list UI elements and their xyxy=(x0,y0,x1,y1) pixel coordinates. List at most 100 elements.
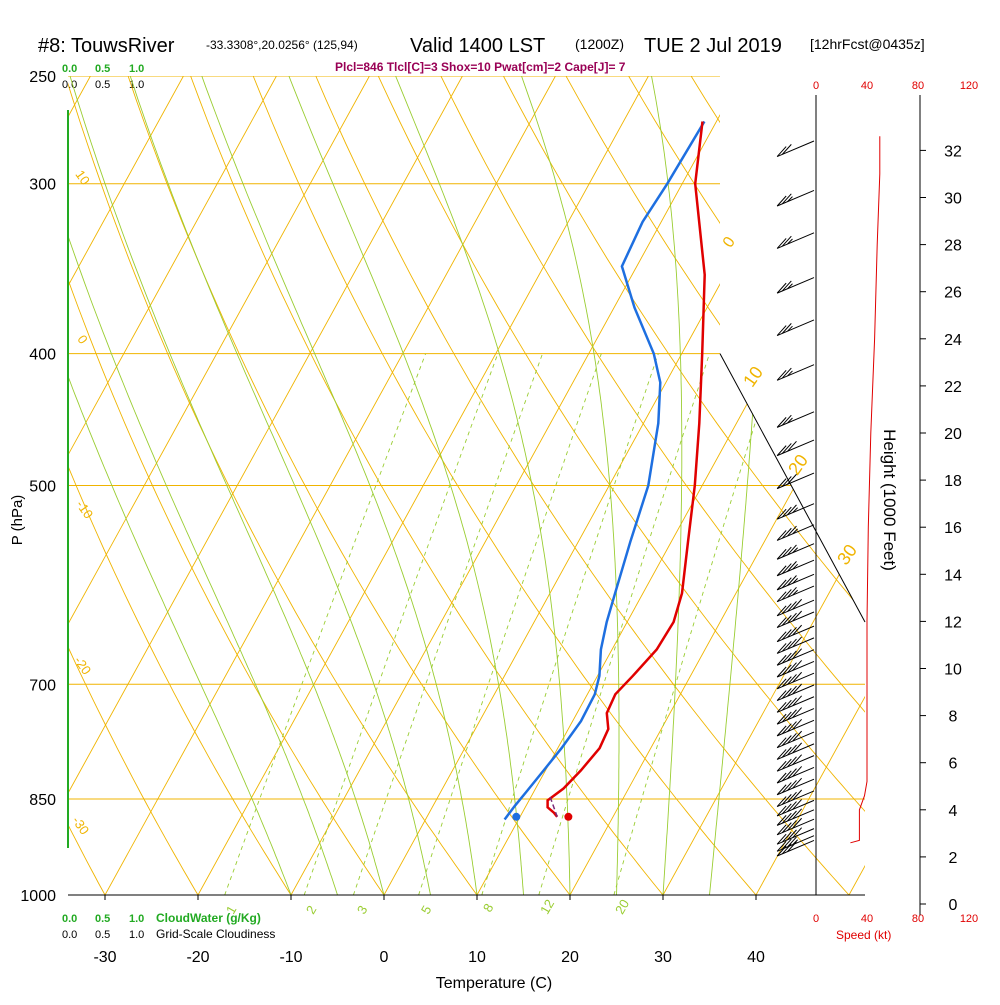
wind-barb-flag xyxy=(781,699,792,711)
wind-barb-flag xyxy=(787,473,797,485)
wind-barb-flag xyxy=(792,660,803,671)
cloudiness-label: Grid-Scale Cloudiness xyxy=(156,927,275,941)
wind-barb xyxy=(776,636,815,654)
wind-barb-flag xyxy=(781,235,792,247)
isotherm-line xyxy=(848,76,865,895)
wind-barb-flag xyxy=(792,766,803,777)
wind-barb-flag xyxy=(787,674,797,685)
mixing-ratio-line xyxy=(418,353,602,895)
temperature-line xyxy=(546,121,706,818)
dry-adiabat-line xyxy=(68,76,199,895)
dry-adiabat-line xyxy=(315,76,850,895)
surface-dewpoint-dot xyxy=(512,812,521,821)
wind-barb xyxy=(776,742,815,760)
wind-barb-flag xyxy=(792,839,798,846)
wind-barb-flag xyxy=(792,789,803,801)
wind-barb-flag xyxy=(792,528,798,535)
wind-barb-flag xyxy=(787,417,793,424)
wind-barb-flag xyxy=(787,791,797,803)
wind-barb xyxy=(776,524,815,541)
wind-barb xyxy=(776,472,815,490)
wind-barb xyxy=(776,648,815,666)
wind-barb xyxy=(776,559,815,577)
mixing-ratio-label: 20 xyxy=(612,897,632,917)
wind-barb-flag xyxy=(787,586,797,598)
isotherm-line xyxy=(68,76,463,895)
wind-barb-flag xyxy=(792,817,803,829)
temperature-tick-label: -10 xyxy=(279,949,302,966)
wind-barb xyxy=(776,277,815,294)
wind-barb-flag xyxy=(776,530,787,541)
wind-barb-flag xyxy=(787,685,797,697)
isotherm-line xyxy=(68,76,184,895)
wind-barb-flag xyxy=(792,695,803,707)
isotherm-label: 10 xyxy=(739,363,767,391)
height-tick-label: 2 xyxy=(949,850,958,867)
wind-barb-flag xyxy=(781,443,792,454)
wind-barb-flag xyxy=(787,721,797,732)
mixing-ratio-label: 5 xyxy=(418,903,435,917)
cloudiness-tick: 0.5 xyxy=(95,79,110,91)
isotherm-line xyxy=(68,76,370,895)
mixing-ratio-label: 8 xyxy=(480,901,497,915)
wind-barb xyxy=(776,777,815,796)
wind-barb-flag xyxy=(787,612,797,624)
wind-barb-flag xyxy=(781,782,792,793)
speed-tick: 40 xyxy=(861,913,873,925)
wind-barb-flag xyxy=(776,749,787,760)
wind-barb-flag xyxy=(781,812,792,824)
wind-barb-flag xyxy=(781,803,792,815)
wind-barb xyxy=(776,364,815,381)
speed-tick: 0 xyxy=(813,913,819,925)
wind-barb-flag xyxy=(792,707,803,718)
cloud-water-tick: 0.0 xyxy=(62,913,77,925)
wind-barb-flag xyxy=(776,845,787,857)
wind-barb-flag xyxy=(781,603,792,614)
moist-adiabat-line xyxy=(68,76,338,895)
wind-barb-flag xyxy=(787,780,797,791)
wind-speed-line xyxy=(850,136,881,844)
wind-barb-flag xyxy=(781,323,792,334)
wind-barb-flag xyxy=(792,671,803,683)
dry-adiabat-line xyxy=(565,76,865,895)
wind-barb-flag xyxy=(776,565,787,577)
wind-barb-flag xyxy=(787,626,797,638)
dry-adiabat-label: -10 xyxy=(73,497,96,521)
wind-barb xyxy=(776,707,815,725)
wind-barb-flag xyxy=(776,325,787,336)
wind-barb xyxy=(776,189,815,207)
cloudiness-tick: 0.5 xyxy=(95,929,110,941)
wind-barb xyxy=(776,319,815,336)
wind-barb-flag xyxy=(787,325,793,332)
wind-barb-flag xyxy=(781,794,792,805)
wind-barb-flag xyxy=(776,369,787,381)
wind-barb-flag xyxy=(792,754,803,766)
wind-barb-flag xyxy=(781,735,792,746)
mixing-ratio-line xyxy=(224,353,427,895)
stability-indices: Plcl=846 Tlcl[C]=3 Shox=10 Pwat[cm]=2 Ca… xyxy=(335,60,626,74)
speed-tick: 120 xyxy=(960,913,978,925)
wind-barb-flag xyxy=(776,548,787,560)
height-tick-label: 12 xyxy=(944,614,962,631)
wind-barb-flag xyxy=(776,796,787,807)
wind-barb-flag xyxy=(787,820,797,831)
wind-barb-flag xyxy=(787,810,797,822)
wind-barb xyxy=(776,789,815,807)
wind-barb-flag xyxy=(792,777,803,789)
wind-barb-flag xyxy=(776,238,787,249)
temperature-tick-label: 10 xyxy=(468,949,486,966)
wind-barb-flag xyxy=(787,575,797,586)
temperature-tick-label: 0 xyxy=(380,949,389,966)
wind-barb-flag xyxy=(787,650,797,662)
wind-barb-flag xyxy=(781,676,792,687)
wind-barb-flag xyxy=(781,144,792,155)
pressure-tick-label: 250 xyxy=(29,69,56,86)
temperature-tick-label: 40 xyxy=(747,949,765,966)
wind-barb xyxy=(776,411,815,428)
height-tick-label: 24 xyxy=(944,332,962,349)
wind-barb xyxy=(776,671,815,690)
wind-barb xyxy=(776,730,815,749)
height-tick-label: 8 xyxy=(949,709,958,726)
